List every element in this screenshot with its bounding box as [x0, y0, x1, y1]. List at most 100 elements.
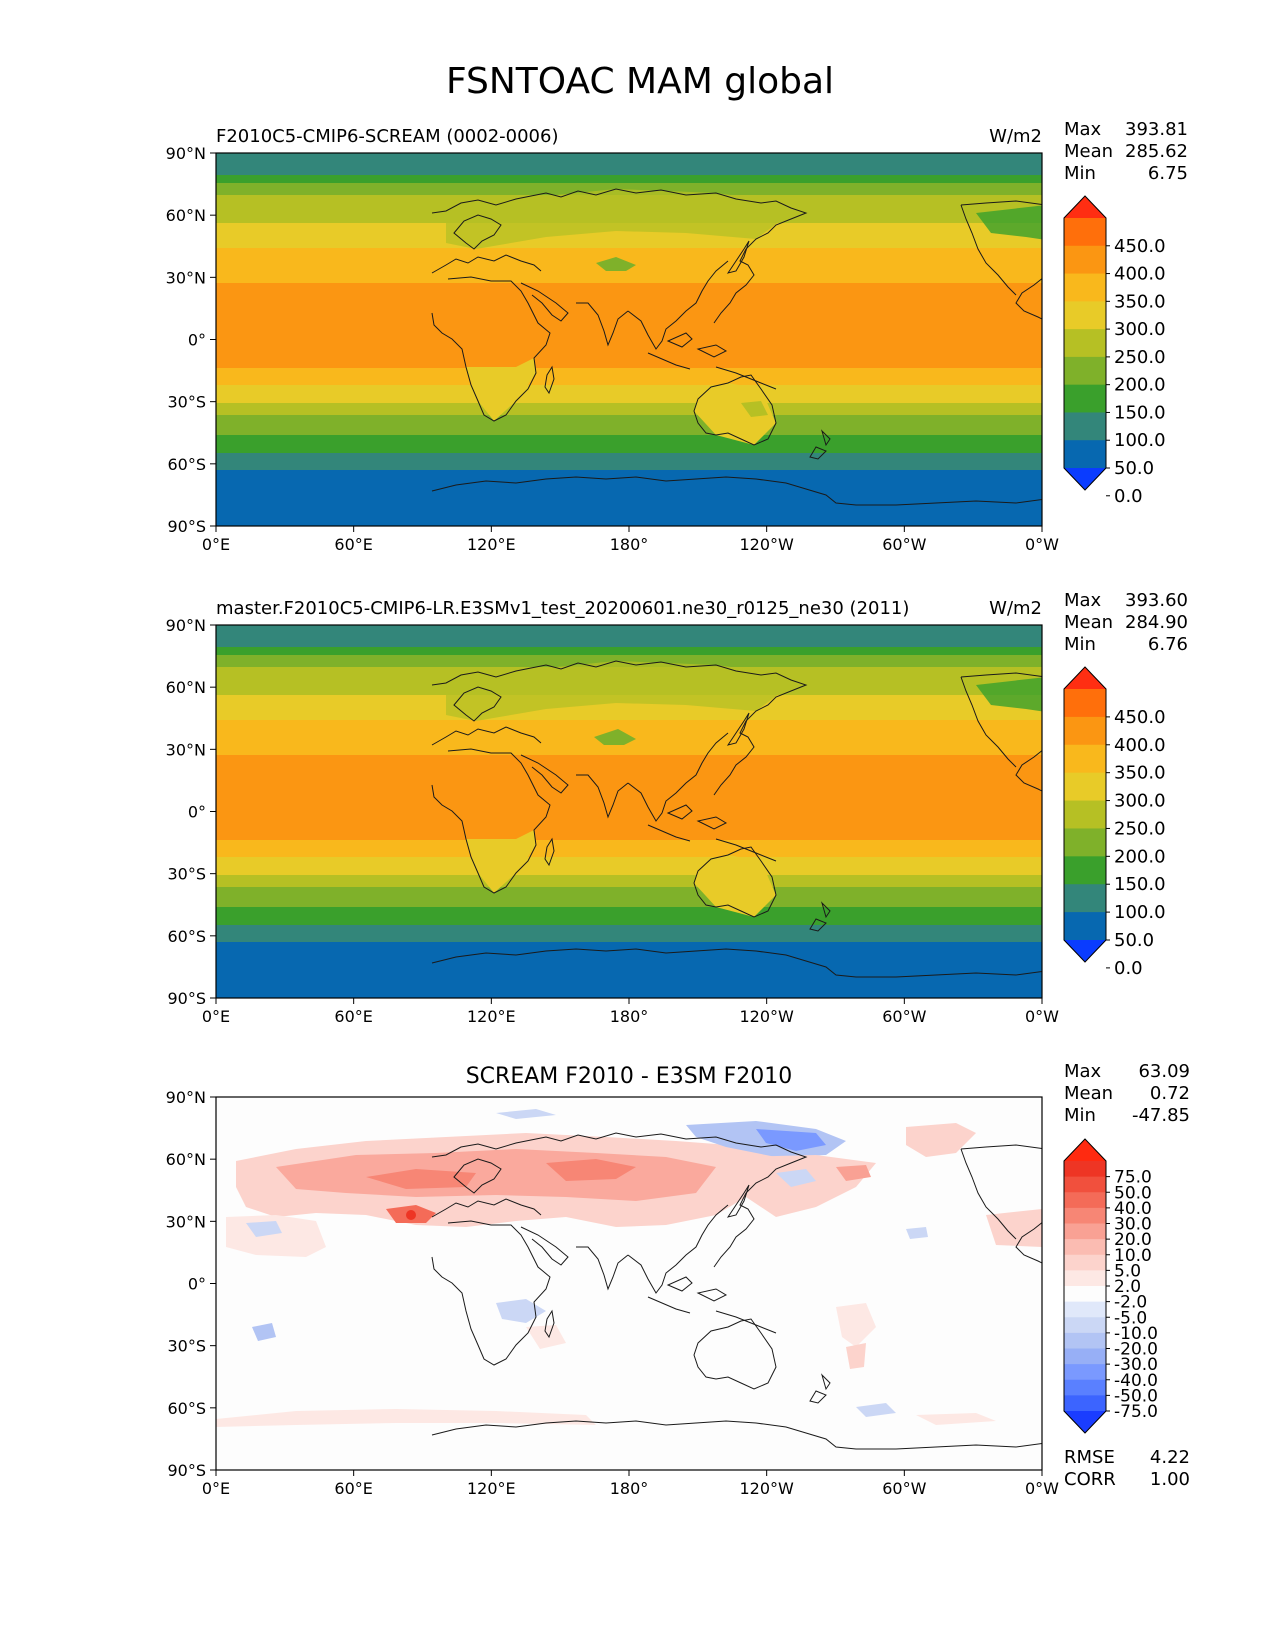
stat-label: Max: [1064, 119, 1102, 140]
colorbar-tick-label: 75.0: [1114, 1168, 1152, 1188]
y-tick-label: 60°S: [167, 927, 206, 946]
colorbar-segment: [1064, 1223, 1106, 1240]
y-tick-label: 30°N: [166, 268, 206, 287]
stat-label: CORR: [1064, 1469, 1116, 1490]
panel-3-title: SCREAM F2010 - E3SM F2010: [466, 1064, 793, 1089]
colorbar-tick-label: 300.0: [1114, 319, 1166, 340]
colorbar-extend-min: [1064, 1411, 1106, 1433]
colorbar-tick-label: 30.0: [1114, 1215, 1152, 1235]
colorbar-extend-min: [1064, 940, 1106, 962]
x-tick-label: 60°E: [334, 1007, 372, 1026]
map-band: [216, 875, 1042, 887]
colorbar-tick-label: 250.0: [1114, 818, 1166, 839]
colorbar-tick-label: 350.0: [1114, 763, 1166, 784]
colorbar-segment: [1064, 412, 1106, 441]
stat-label: Min: [1064, 163, 1096, 184]
stat-label: Mean: [1064, 141, 1113, 162]
map-band: [216, 183, 1042, 195]
colorbar-tick-label: 50.0: [1114, 458, 1154, 479]
map-band: [216, 625, 1042, 647]
panel-1-stats: Max 393.81 Mean 285.62 Min 6.75: [1064, 119, 1188, 184]
map-band: [216, 470, 1042, 526]
panel-2-stats: Max 393.60 Mean 284.90 Min 6.76: [1064, 590, 1188, 655]
colorbar-segment: [1064, 716, 1106, 746]
panel-2-colorbar: 450.0 400.0 350.0 300.0 250.0 200.0 150.0 100.0…: [1063, 666, 1166, 979]
colorbar-segment: [1064, 1192, 1106, 1209]
stat-value: 393.60: [1125, 590, 1188, 611]
panel-1-axes: 0°E 60°E 120°E 180° 120°W 60°W 0°W 90°N 60°N 30°N…: [166, 144, 1060, 554]
colorbar-segment: [1064, 1301, 1106, 1318]
panel-3: SCREAM F2010 - E3SM F2010: [166, 1061, 1190, 1498]
colorbar-extend-max: [1064, 1139, 1106, 1161]
map-band: [216, 942, 1042, 998]
panel-3-axes: 0°E 60°E 120°E 180° 120°W 60°W 0°W 90°N 60°N 30°N…: [166, 1088, 1060, 1498]
x-tick-label: 60°W: [882, 1007, 926, 1026]
stat-label: Max: [1064, 1061, 1102, 1082]
stat-value: 285.62: [1125, 141, 1188, 162]
colorbar-segment: [1064, 1348, 1106, 1365]
colorbar-tick-label: 200.0: [1114, 846, 1166, 867]
y-tick-label: 30°N: [166, 1212, 206, 1231]
colorbar-tick-label: 450.0: [1114, 236, 1166, 257]
colorbar-segment: [1064, 1364, 1106, 1381]
colorbar-tick-label: -2.0: [1114, 1293, 1147, 1313]
y-tick-label: 30°S: [167, 1337, 206, 1356]
x-tick-label: 120°W: [739, 1479, 794, 1498]
x-tick-label: 180°: [610, 1007, 649, 1026]
colorbar-tick-label: 5.0: [1114, 1261, 1141, 1281]
panel-3-bottom-stats: RMSE 4.22 CORR 1.00: [1064, 1447, 1190, 1490]
map-band: [216, 647, 1042, 655]
x-tick-label: 120°E: [467, 535, 516, 554]
x-tick-label: 60°E: [334, 1479, 372, 1498]
y-tick-label: 30°N: [166, 740, 206, 759]
stat-value: 284.90: [1125, 612, 1188, 633]
panel-1-colorbar: 450.0 400.0 350.0 300.0 250.0 200.0 150.0 100.0…: [1063, 195, 1166, 507]
y-tick-label: 60°N: [166, 206, 206, 225]
x-tick-label: 60°W: [882, 535, 926, 554]
colorbar-segment: [1064, 772, 1106, 802]
colorbar-segment: [1064, 828, 1106, 857]
panel-1-land: [446, 189, 1042, 445]
panel-2-map: [216, 625, 1042, 998]
panel-3-stats: Max 63.09 Mean 0.72 Min -47.85: [1064, 1061, 1190, 1126]
stat-value: 0.72: [1150, 1083, 1190, 1104]
y-tick-label: 0°: [188, 1275, 206, 1294]
y-tick-label: 90°S: [167, 517, 206, 536]
panel-3-diff-patches: [216, 1109, 1042, 1427]
colorbar-segment: [1064, 1395, 1106, 1412]
colorbar-extend-max: [1064, 196, 1106, 218]
stat-label: Min: [1064, 634, 1096, 655]
map-band: [216, 415, 1042, 435]
stat-value: 6.75: [1148, 163, 1188, 184]
x-tick-label: 0°E: [202, 535, 230, 554]
map-band: [216, 453, 1042, 470]
y-tick-label: 60°S: [167, 1399, 206, 1418]
panel-2: master.F2010C5-CMIP6-LR.E3SMv1_test_2020…: [166, 590, 1188, 1026]
x-tick-label: 120°E: [467, 1479, 516, 1498]
colorbar-tick-label: 450.0: [1114, 707, 1166, 728]
colorbar-tick-label: 40.0: [1114, 1199, 1152, 1219]
colorbar-segment: [1064, 744, 1106, 774]
colorbar-extend-max: [1064, 667, 1106, 689]
colorbar-segment: [1064, 440, 1106, 469]
colorbar-segment: [1064, 1176, 1106, 1193]
panel-3-map: [216, 1097, 1042, 1470]
stat-label: Max: [1064, 590, 1102, 611]
panel-1-title: F2010C5-CMIP6-SCREAM (0002-0006): [216, 126, 558, 147]
panel-1-units: W/m2: [989, 126, 1042, 147]
colorbar-segment: [1064, 856, 1106, 885]
map-band: [216, 153, 1042, 175]
colorbar-tick-label: 0.0: [1114, 958, 1143, 979]
panel-1: F2010C5-CMIP6-SCREAM (0002-0006) W/m2 0°…: [166, 119, 1188, 554]
colorbar-tick-label: 0.0: [1114, 486, 1143, 507]
x-tick-label: 180°: [610, 1479, 649, 1498]
panel-1-map: [216, 153, 1042, 526]
stat-label: Mean: [1064, 1083, 1113, 1104]
map-band: [216, 385, 1042, 403]
colorbar-tick-label: 100.0: [1114, 430, 1166, 451]
colorbar-segment: [1064, 800, 1106, 829]
colorbar-segment: [1064, 301, 1106, 330]
colorbar-segment: [1064, 356, 1106, 386]
x-tick-label: 60°E: [334, 535, 372, 554]
map-band: [216, 840, 1042, 857]
